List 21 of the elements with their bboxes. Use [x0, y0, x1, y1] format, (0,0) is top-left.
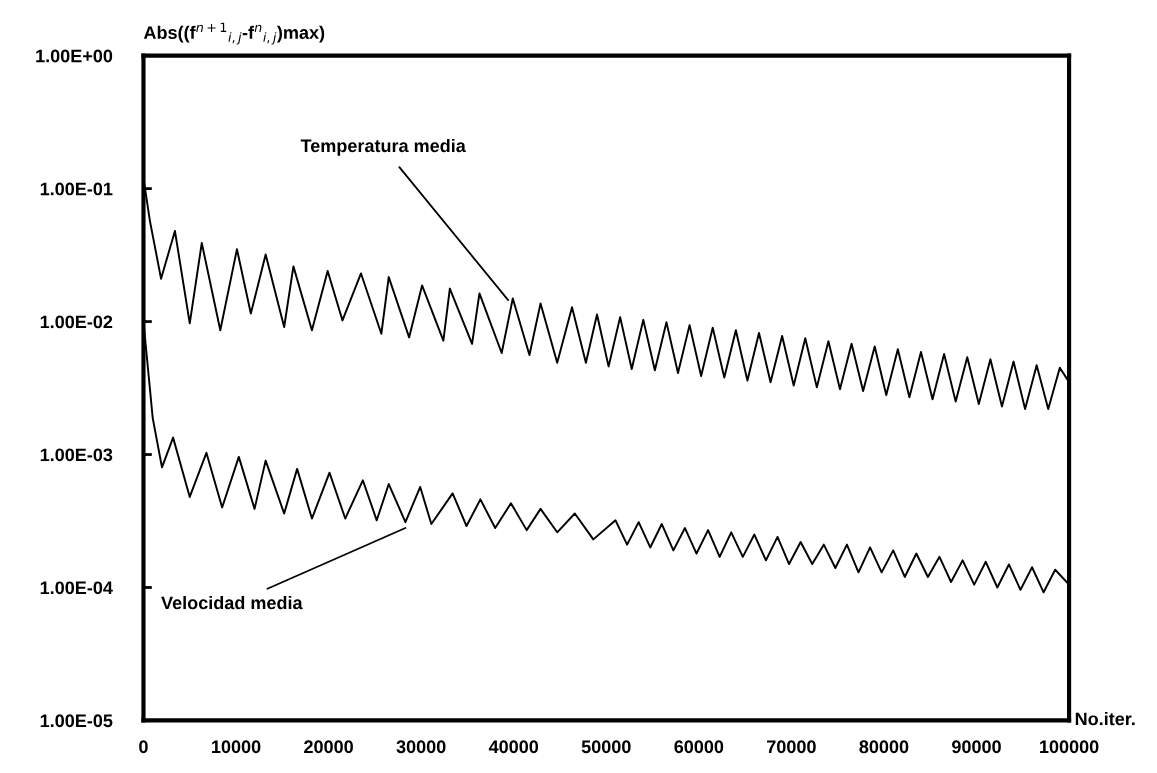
x-tick-label: 0 [139, 740, 148, 754]
annotation: Temperatura media [300, 138, 466, 156]
y-axis-title: Abs((f$^{n+1}$$_{i,j}$-f$^{n}$$_{i,j}$)max) [143, 22, 325, 45]
x-tick-label: 20000 [304, 740, 353, 754]
x-tick-label: 90000 [952, 740, 1001, 754]
x-tick-label: 60000 [674, 740, 724, 754]
annotation: Velocidad media [161, 596, 303, 610]
x-axis-title: No.iter. [1075, 712, 1135, 726]
y-tick-label: 1.00E+00 [36, 49, 113, 63]
x-tick-label: 70000 [767, 740, 816, 754]
y-tick-label: 1.00E-02 [40, 315, 113, 329]
x-tick-label: 30000 [396, 740, 446, 754]
y-tick-label: 1.00E-05 [40, 714, 113, 728]
x-tick-label: 80000 [859, 740, 909, 754]
x-tick-label: 100000 [1040, 740, 1099, 754]
x-tick-label: 50000 [581, 740, 631, 754]
y-tick-label: 1.00E-01 [40, 182, 113, 196]
x-tick-label: 40000 [488, 740, 539, 754]
y-tick-label: 1.00E-03 [40, 448, 113, 462]
x-tick-label: 10000 [212, 740, 261, 754]
y-tick-label: 1.00E-04 [40, 581, 113, 595]
